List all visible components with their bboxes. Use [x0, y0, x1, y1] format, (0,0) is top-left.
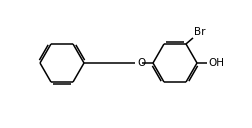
Text: Br: Br	[194, 27, 205, 37]
Text: O: O	[137, 58, 146, 68]
Text: OH: OH	[208, 58, 224, 68]
